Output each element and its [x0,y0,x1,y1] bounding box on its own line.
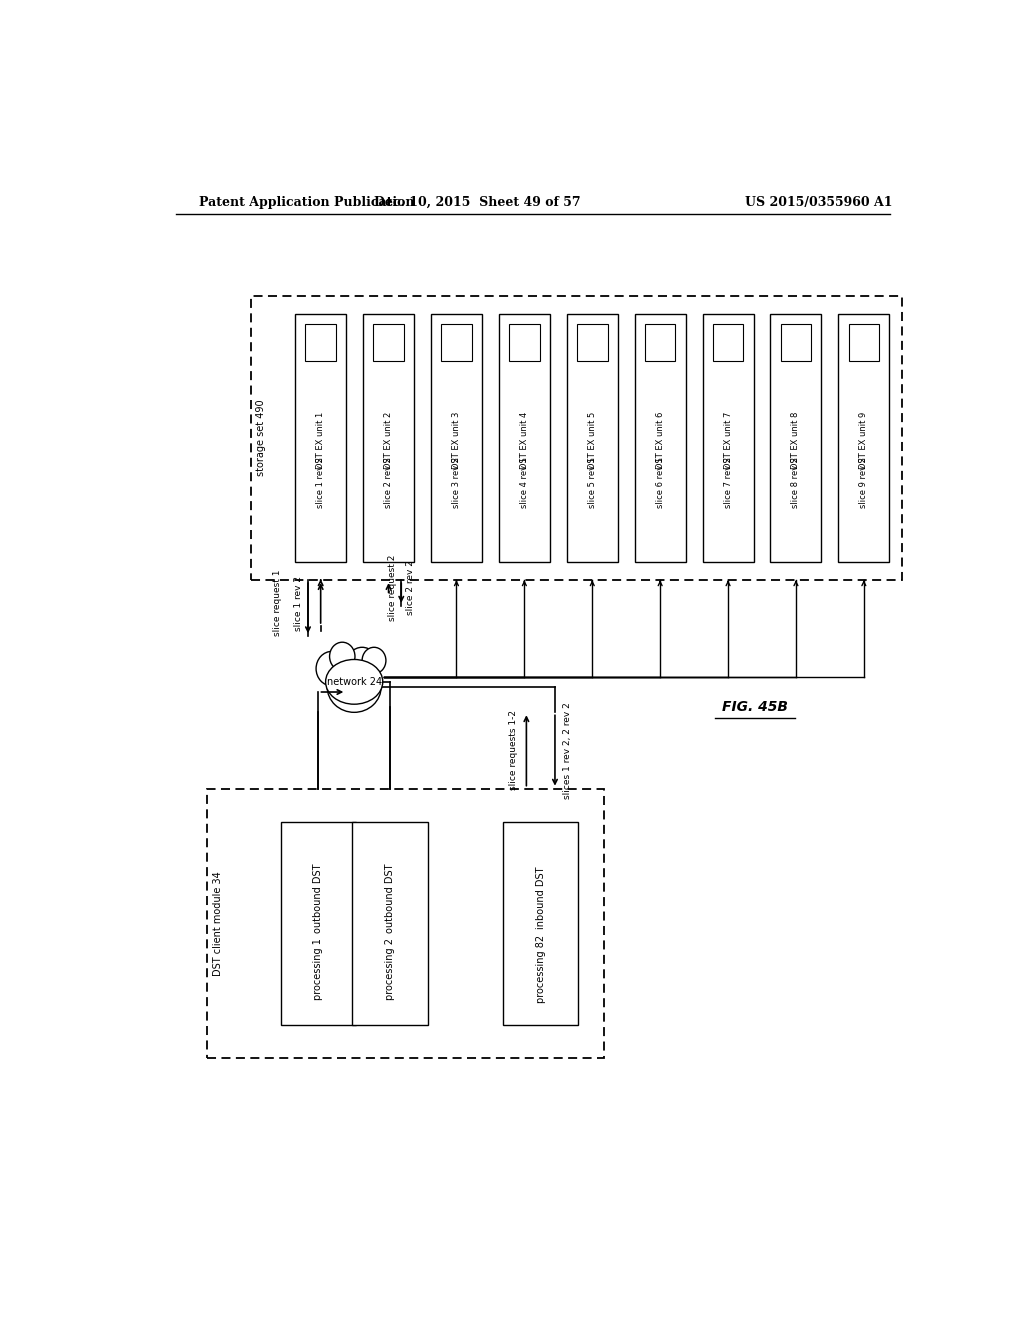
FancyBboxPatch shape [567,314,617,562]
Text: slice 1 rev 2: slice 1 rev 2 [316,457,326,508]
FancyBboxPatch shape [295,314,346,562]
Text: slice 5 rev 1: slice 5 rev 1 [588,457,597,508]
FancyBboxPatch shape [509,325,540,362]
Text: slice request 1: slice request 1 [272,570,282,636]
Text: DST EX unit 4: DST EX unit 4 [520,412,528,469]
FancyBboxPatch shape [645,325,676,362]
Text: network 24: network 24 [327,677,382,686]
Text: processing 82: processing 82 [536,935,546,1003]
FancyBboxPatch shape [702,314,754,562]
Text: DST EX unit 5: DST EX unit 5 [588,412,597,469]
Text: DST EX unit 8: DST EX unit 8 [792,412,801,469]
FancyBboxPatch shape [635,314,686,562]
Text: slice 8 rev 2: slice 8 rev 2 [792,457,801,508]
FancyBboxPatch shape [441,325,472,362]
Ellipse shape [316,651,348,686]
Text: slice 2 rev 2: slice 2 rev 2 [407,561,416,615]
Text: slice 4 rev 1: slice 4 rev 1 [520,457,528,508]
Text: FIG. 45B: FIG. 45B [722,700,787,714]
Ellipse shape [362,647,386,673]
FancyBboxPatch shape [713,325,743,362]
FancyBboxPatch shape [780,325,811,362]
Text: inbound DST: inbound DST [536,867,546,929]
Text: US 2015/0355960 A1: US 2015/0355960 A1 [744,195,892,209]
Text: slice 1 rev 2: slice 1 rev 2 [294,576,303,631]
Text: slice 6 rev 1: slice 6 rev 1 [655,457,665,508]
Text: slices 1 rev 2, 2 rev 2: slices 1 rev 2, 2 rev 2 [563,702,572,799]
Text: DST EX unit 9: DST EX unit 9 [859,412,868,469]
Text: slice requests 1-2: slice requests 1-2 [509,710,518,791]
Text: Dec. 10, 2015  Sheet 49 of 57: Dec. 10, 2015 Sheet 49 of 57 [374,195,581,209]
FancyBboxPatch shape [364,314,414,562]
FancyBboxPatch shape [352,821,428,1024]
FancyBboxPatch shape [577,325,607,362]
FancyBboxPatch shape [770,314,821,562]
Text: slice 2 rev 2: slice 2 rev 2 [384,457,393,508]
FancyBboxPatch shape [281,821,356,1024]
Text: outbound DST: outbound DST [313,863,324,933]
Text: DST client module 34: DST client module 34 [213,871,222,975]
FancyBboxPatch shape [207,788,604,1057]
FancyBboxPatch shape [839,314,889,562]
Text: DST EX unit 6: DST EX unit 6 [655,412,665,469]
Ellipse shape [326,660,383,704]
Ellipse shape [346,647,378,682]
Text: processing 1: processing 1 [313,939,324,1001]
Text: slice 7 rev 2: slice 7 rev 2 [724,457,732,508]
Text: slice 3 rev 2: slice 3 rev 2 [452,457,461,508]
FancyBboxPatch shape [305,325,336,362]
FancyBboxPatch shape [431,314,482,562]
Text: slice 9 rev 2: slice 9 rev 2 [859,457,868,508]
FancyBboxPatch shape [503,821,579,1024]
Ellipse shape [328,661,381,713]
FancyBboxPatch shape [374,325,403,362]
FancyBboxPatch shape [849,325,880,362]
FancyBboxPatch shape [499,314,550,562]
FancyBboxPatch shape [251,296,902,581]
Text: DST EX unit 7: DST EX unit 7 [724,412,732,469]
Text: slice request 2: slice request 2 [388,554,397,620]
Text: processing 2: processing 2 [385,939,395,1001]
Text: DST EX unit 3: DST EX unit 3 [452,412,461,469]
Text: DST EX unit 1: DST EX unit 1 [316,412,326,469]
Text: outbound DST: outbound DST [385,863,395,933]
Ellipse shape [330,643,355,671]
Text: Patent Application Publication: Patent Application Publication [200,195,415,209]
Text: storage set 490: storage set 490 [256,400,266,477]
Text: DST EX unit 2: DST EX unit 2 [384,412,393,469]
